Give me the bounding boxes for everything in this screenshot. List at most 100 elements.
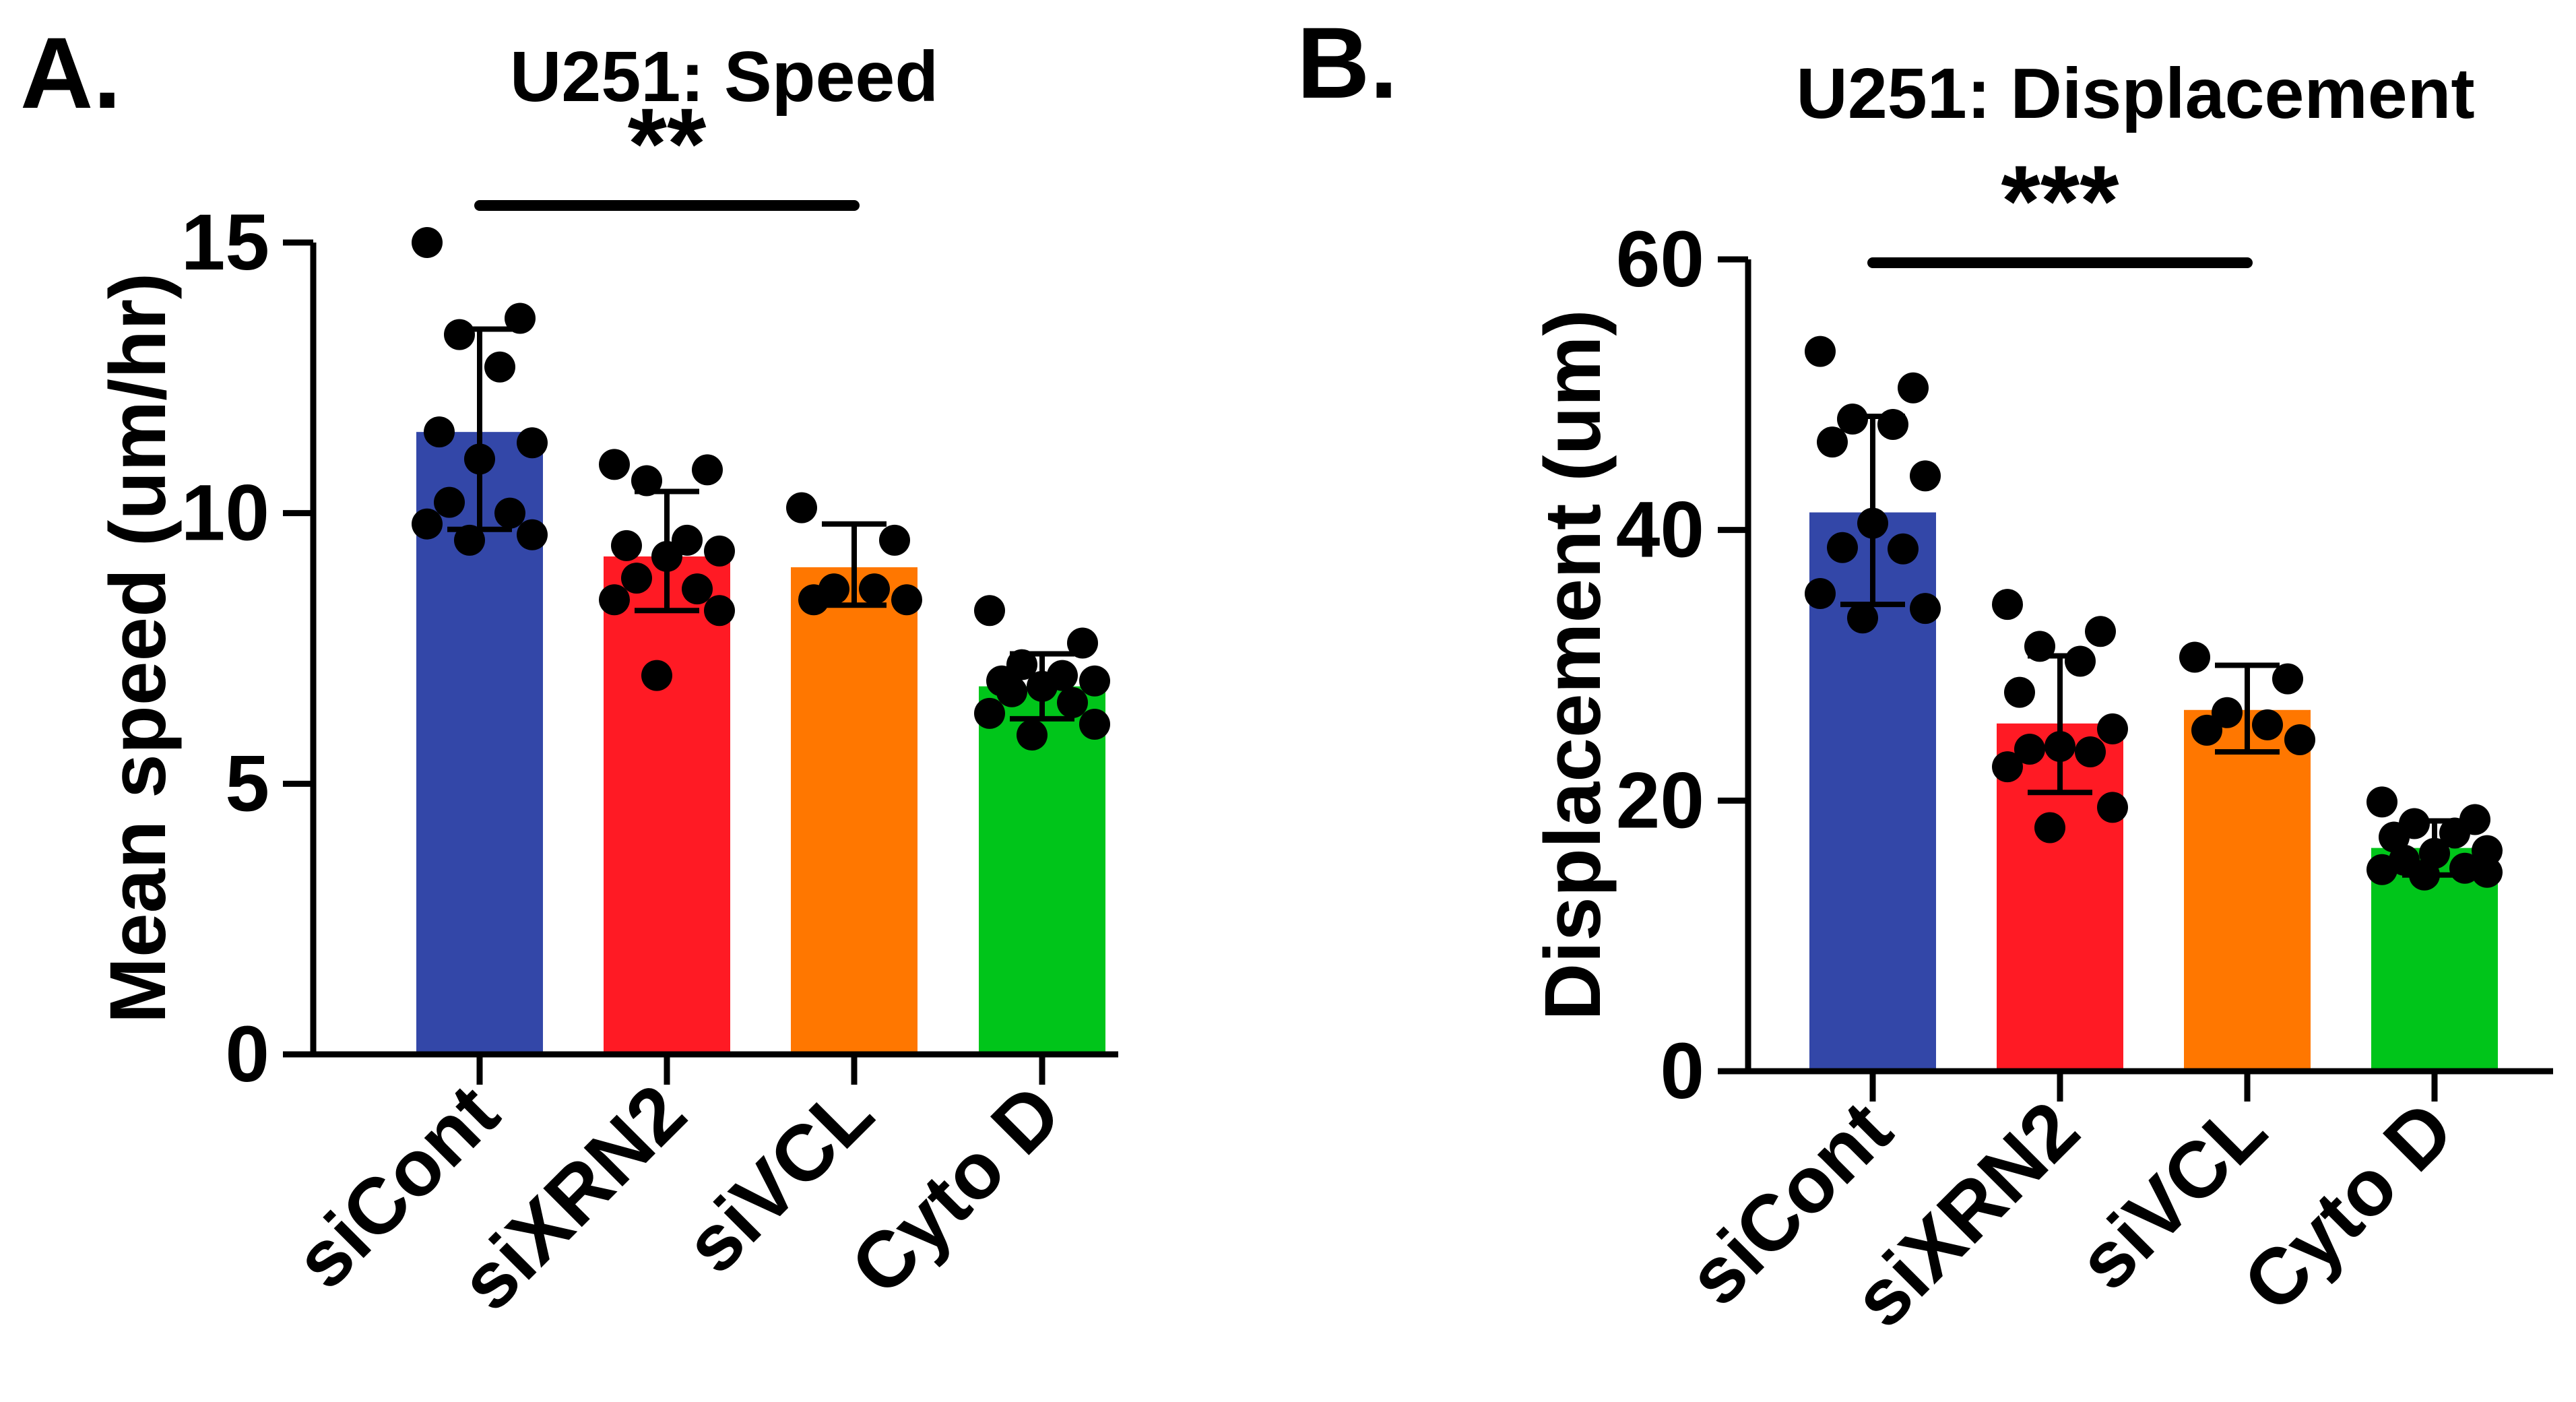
data-point xyxy=(2085,616,2116,647)
panel-a: A. U251: Speed051015siContsiXRN2siVCLCyto… xyxy=(20,16,1118,1328)
data-point xyxy=(1847,602,1878,634)
y-tick-label: 5 xyxy=(225,739,269,828)
data-point xyxy=(611,530,642,561)
data-point xyxy=(484,351,515,383)
data-point xyxy=(621,563,652,594)
data-point xyxy=(2097,713,2128,744)
data-point xyxy=(692,454,723,486)
data-point xyxy=(517,427,548,459)
data-point xyxy=(1910,593,1941,625)
data-point xyxy=(2472,835,2503,866)
data-point xyxy=(651,540,682,572)
data-point xyxy=(2097,792,2128,823)
data-point xyxy=(599,449,630,480)
data-point xyxy=(704,535,735,567)
x-tick-label: Cyto D xyxy=(834,1068,1078,1312)
data-point xyxy=(2191,714,2222,746)
data-point xyxy=(1992,751,2023,783)
data-point xyxy=(2472,856,2503,888)
data-point xyxy=(1837,403,1868,435)
data-point xyxy=(444,319,475,350)
y-tick-label: 20 xyxy=(1616,756,1704,845)
data-point xyxy=(1817,426,1848,458)
data-point xyxy=(2179,641,2210,673)
x-tick-label: Cyto D xyxy=(2226,1085,2470,1329)
data-point xyxy=(1079,665,1110,697)
data-point xyxy=(2024,631,2055,662)
data-point xyxy=(996,676,1027,707)
y-axis-label: Displacement (um) xyxy=(1528,309,1617,1021)
data-point xyxy=(434,486,465,518)
data-point xyxy=(2212,697,2243,728)
data-point xyxy=(1888,533,1919,565)
data-point xyxy=(2075,736,2106,768)
data-point xyxy=(424,416,455,448)
data-point xyxy=(1898,372,1929,404)
chart-title: U251: Displacement xyxy=(1796,54,2474,133)
data-point xyxy=(1079,708,1110,740)
y-tick-label: 40 xyxy=(1616,486,1704,575)
data-point xyxy=(859,573,890,605)
significance-label: ** xyxy=(628,87,707,200)
y-axis-label: Mean speed (um/hr) xyxy=(94,273,183,1024)
data-point xyxy=(798,584,829,616)
data-point xyxy=(2034,812,2065,843)
data-point xyxy=(2409,859,2440,891)
data-point xyxy=(2439,817,2470,849)
panel-label: B. xyxy=(1297,6,1398,119)
data-point xyxy=(879,524,910,556)
data-point xyxy=(599,584,630,616)
y-tick-label: 15 xyxy=(181,198,269,287)
data-point xyxy=(505,302,536,334)
data-point xyxy=(1827,532,1858,563)
data-point xyxy=(1057,687,1088,718)
data-point xyxy=(2272,663,2303,695)
data-point xyxy=(1877,409,1908,441)
data-point xyxy=(631,465,662,497)
y-tick-label: 0 xyxy=(1660,1027,1704,1116)
data-point xyxy=(494,497,525,529)
data-point xyxy=(1857,507,1888,539)
data-point xyxy=(412,508,443,540)
data-point xyxy=(2366,854,2397,885)
data-point xyxy=(412,227,443,258)
data-point xyxy=(641,660,672,691)
data-point xyxy=(1017,720,1048,751)
bar-cyto-d xyxy=(979,686,1105,1054)
data-point xyxy=(974,595,1005,627)
data-point xyxy=(1805,336,1836,367)
bar-sivcl xyxy=(791,567,917,1054)
data-point xyxy=(786,492,817,523)
error-bar xyxy=(2215,662,2280,755)
data-point xyxy=(2284,724,2315,755)
data-point xyxy=(1027,670,1058,702)
data-point xyxy=(2004,676,2035,708)
data-point xyxy=(464,443,495,475)
panel-label: A. xyxy=(20,16,121,129)
data-point xyxy=(2014,734,2045,765)
data-point xyxy=(1992,589,2023,620)
data-point xyxy=(454,524,485,556)
panel-b: B. U251: Displacement0204060siContsiXRN2s… xyxy=(1297,6,2553,1345)
data-point xyxy=(682,573,713,605)
y-tick-label: 0 xyxy=(225,1010,269,1099)
data-point xyxy=(517,519,548,550)
data-point xyxy=(1067,627,1098,659)
data-point xyxy=(974,697,1005,729)
bar-sivcl xyxy=(2184,709,2311,1071)
data-point xyxy=(1910,460,1941,492)
data-point xyxy=(891,584,922,616)
data-point xyxy=(2366,786,2397,818)
data-point xyxy=(1805,578,1836,610)
significance-label: *** xyxy=(2001,144,2119,257)
data-point xyxy=(704,595,735,627)
data-point xyxy=(2252,709,2283,740)
chart-title: U251: Speed xyxy=(510,37,938,117)
bar-sixrn2 xyxy=(604,556,730,1054)
y-tick-label: 60 xyxy=(1616,215,1704,304)
error-bar xyxy=(822,521,887,608)
y-tick-label: 10 xyxy=(181,469,269,558)
data-point xyxy=(2065,645,2096,677)
data-point xyxy=(2044,731,2075,762)
